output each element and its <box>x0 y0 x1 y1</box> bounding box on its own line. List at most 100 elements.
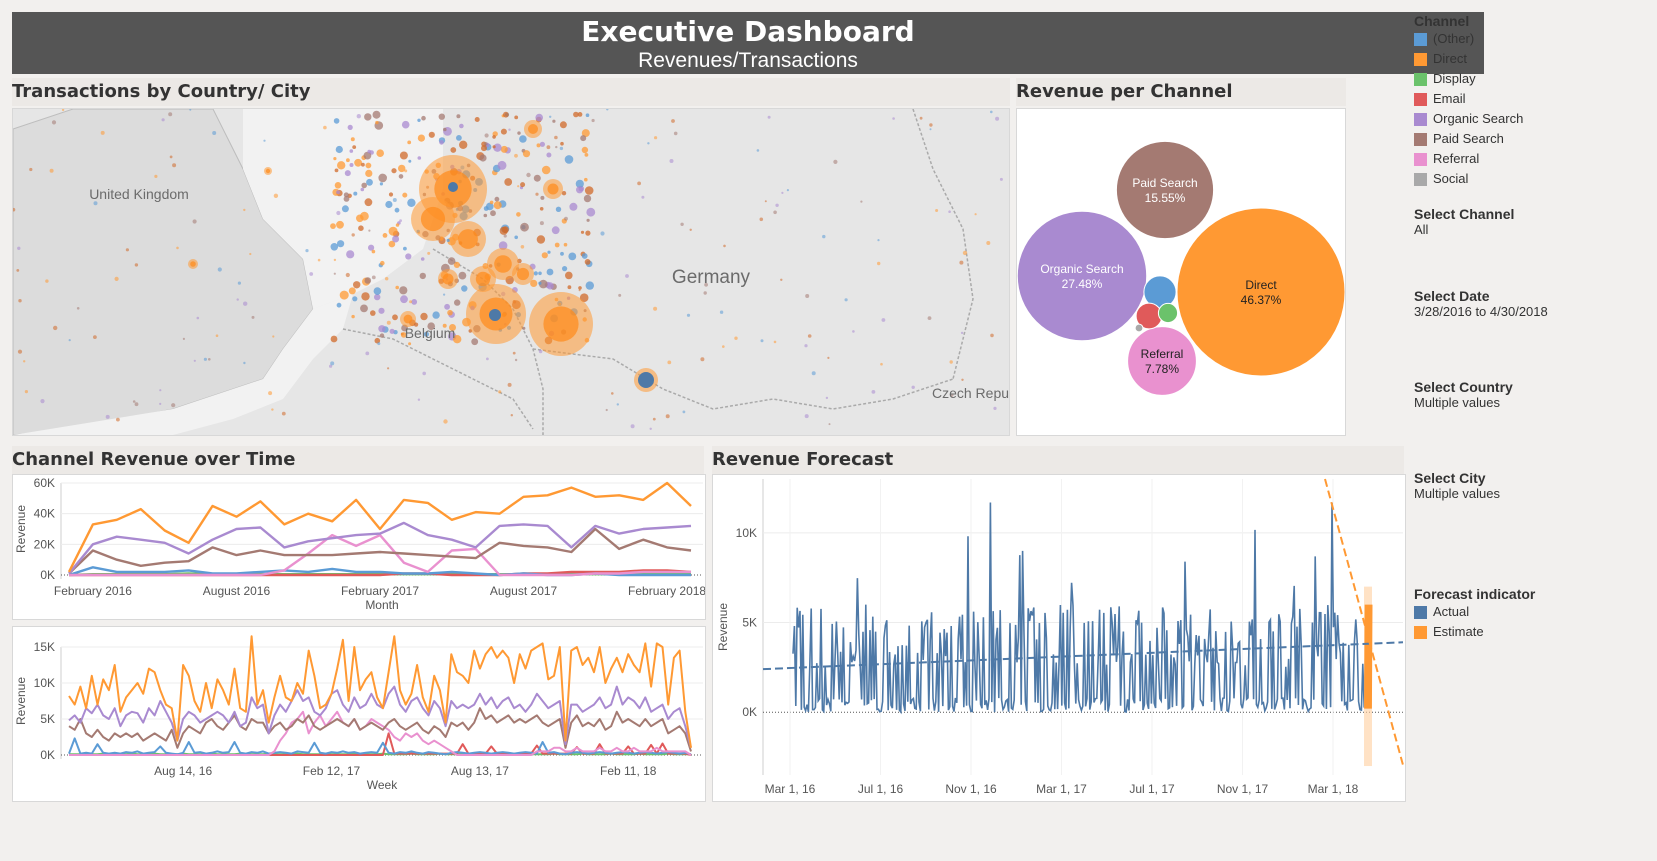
dashboard-subtitle: Revenues/Transactions <box>638 49 858 72</box>
map-dot <box>786 189 790 192</box>
map-dot <box>974 213 977 216</box>
map-dot <box>53 325 58 331</box>
map-dot <box>871 390 876 394</box>
series-line-estimate <box>1364 604 1373 709</box>
map-dot <box>578 289 581 292</box>
map-dot <box>461 285 468 292</box>
legend-item-referral[interactable]: Referral <box>1414 149 1644 169</box>
map-dot <box>580 230 585 234</box>
map-dot <box>236 298 239 301</box>
map-dot <box>368 244 375 251</box>
map-dot <box>507 382 512 387</box>
map-dot <box>417 156 422 160</box>
map-dot <box>354 158 362 167</box>
bubble-display <box>1157 302 1179 324</box>
map-dot <box>580 135 587 142</box>
map-dot <box>182 337 185 340</box>
y-tick-label: 15K <box>34 640 55 654</box>
weekly-revenue-chart[interactable]: 0K 5K 10K 15K Aug 14, 16 Feb 12, 17 Aug 13, 17… <box>13 627 705 801</box>
legend-item-display[interactable]: Display <box>1414 69 1644 89</box>
legend-item-email[interactable]: Email <box>1414 89 1644 109</box>
map-dot <box>385 277 389 281</box>
map-dot <box>400 332 407 338</box>
y-tick-label: 5K <box>742 616 757 630</box>
map-dot <box>960 331 964 335</box>
legend-label: Direct <box>1433 51 1467 66</box>
map-dot <box>379 333 385 338</box>
map-dot <box>272 335 275 338</box>
legend-item-social[interactable]: Social <box>1414 169 1644 189</box>
map-dot <box>498 241 508 250</box>
map-dot <box>176 246 179 250</box>
english-channel <box>13 294 353 435</box>
filter-date[interactable]: Select Date 3/28/2016 to 4/30/2018 <box>1414 288 1654 319</box>
map-dot <box>330 243 339 251</box>
map-dot <box>215 334 219 337</box>
map-dot <box>616 403 619 406</box>
map-dot <box>585 230 591 236</box>
map-label-germany: Germany <box>672 267 751 288</box>
map-dot <box>380 260 385 266</box>
map-dot <box>366 178 373 186</box>
map-dot <box>567 285 572 290</box>
map-dot <box>352 296 358 302</box>
map-dot <box>446 238 450 242</box>
filter-channel[interactable]: Select Channel All <box>1414 206 1644 237</box>
map-dot <box>578 286 582 290</box>
border-de-south <box>532 348 954 410</box>
map-dot <box>671 119 675 123</box>
map-dot <box>486 202 494 211</box>
forecast-legend-item-actual[interactable]: Actual <box>1414 602 1644 622</box>
map-dot <box>408 159 412 163</box>
map-dot <box>18 299 22 303</box>
map-dot <box>773 340 777 344</box>
dashboard-header: Executive Dashboard Revenues/Transaction… <box>12 12 1484 74</box>
legend-item-other[interactable]: (Other) <box>1414 29 1644 49</box>
legend-item-organic-search[interactable]: Organic Search <box>1414 109 1644 129</box>
bubble-name-label: Direct <box>1245 278 1277 292</box>
map-dot <box>456 135 462 141</box>
legend-swatch <box>1414 72 1427 86</box>
y-tick-label: 10K <box>736 526 757 540</box>
map-dot <box>350 137 355 142</box>
map-dot <box>317 258 321 262</box>
filter-city[interactable]: Select City Multiple values <box>1414 470 1644 501</box>
map-dot <box>49 168 54 173</box>
forecast-legend-item-estimate[interactable]: Estimate <box>1414 622 1644 642</box>
map-dot <box>807 334 812 338</box>
map-dot <box>551 226 560 235</box>
map-dot <box>950 393 954 397</box>
revenue-forecast-chart[interactable]: 0K 5K 10K Revenue Mar 1, 16 Jul 1, 16 Nov 1, 1… <box>713 475 1405 801</box>
map-dot <box>540 195 545 200</box>
filter-date-value[interactable]: 3/28/2016 to 4/30/2018 <box>1414 304 1548 319</box>
transactions-map[interactable]: United Kingdom Belgium Germany Czech Rep… <box>13 109 1009 435</box>
map-dot <box>546 268 554 276</box>
map-dot <box>584 186 594 195</box>
legend-item-direct[interactable]: Direct <box>1414 49 1644 69</box>
legend-swatch <box>1414 32 1427 46</box>
map-dot <box>243 361 246 365</box>
y-axis-label: Revenue <box>14 677 28 725</box>
filter-city-value[interactable]: Multiple values <box>1414 486 1500 501</box>
map-dot <box>536 143 541 148</box>
filter-country-value[interactable]: Multiple values <box>1414 395 1500 410</box>
map-dot <box>125 248 129 252</box>
legend-item-paid-search[interactable]: Paid Search <box>1414 129 1644 149</box>
map-panel[interactable]: United Kingdom Belgium Germany Czech Rep… <box>12 108 1010 436</box>
map-dot <box>583 194 592 203</box>
map-dot <box>398 174 404 179</box>
map-dot <box>368 229 371 232</box>
map-dot <box>336 302 342 308</box>
map-dot <box>389 328 395 334</box>
legend-title: Channel <box>1414 13 1470 29</box>
map-dot <box>329 364 333 368</box>
filter-country[interactable]: Select Country Multiple values <box>1414 379 1644 410</box>
monthly-revenue-chart[interactable]: 0K 20K 40K 60K February 2016 August 2016 Febru… <box>13 475 706 619</box>
map-dot <box>759 217 764 222</box>
map-dot <box>212 131 217 135</box>
map-dot <box>336 220 344 229</box>
map-dot <box>237 281 241 285</box>
map-dot <box>811 371 816 376</box>
filter-channel-value[interactable]: All <box>1414 222 1429 237</box>
